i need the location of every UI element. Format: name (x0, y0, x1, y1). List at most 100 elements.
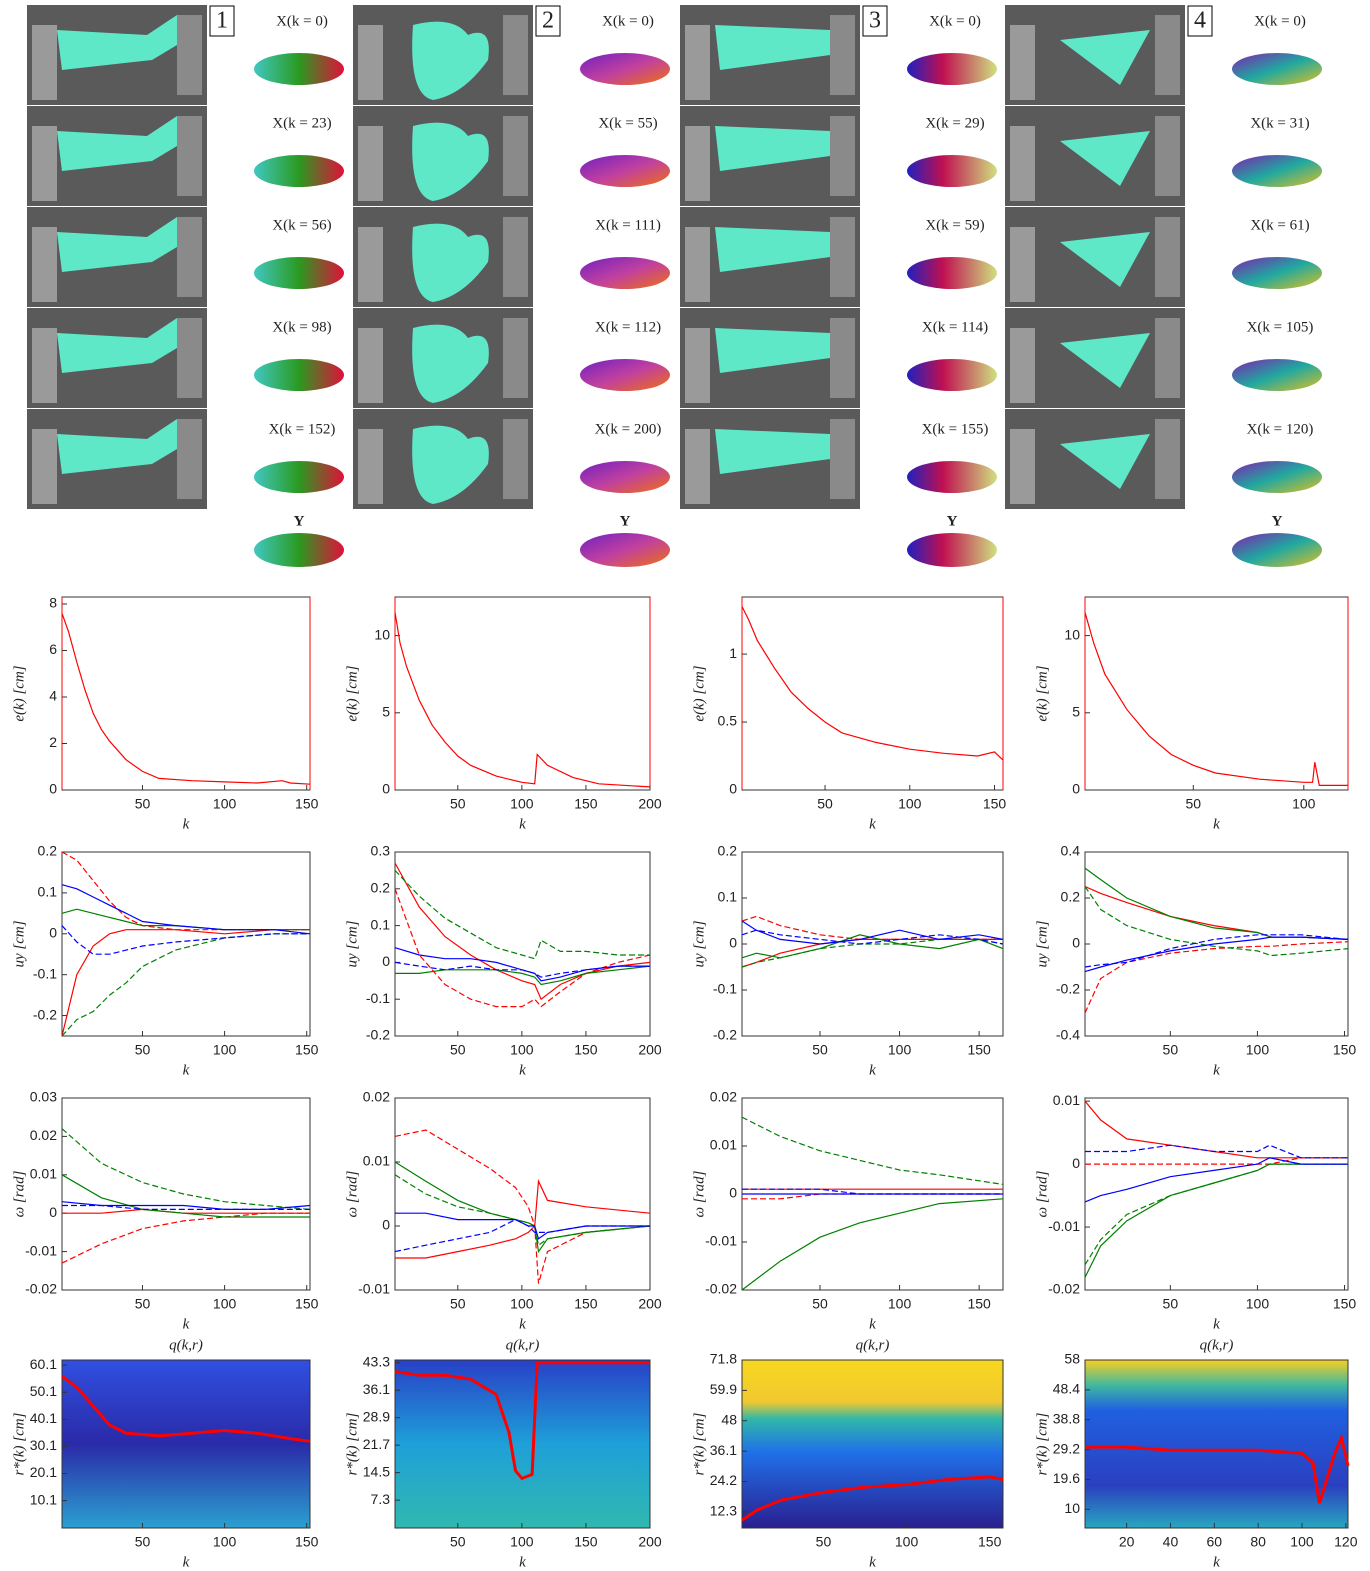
x-tick-label: 50 (1163, 1296, 1179, 1312)
cloth (57, 15, 177, 70)
shape-thumbnail (907, 461, 997, 493)
photo-detail (830, 217, 855, 297)
series-line (395, 965, 651, 986)
y-tick-label: 0 (382, 781, 390, 797)
x-tick-label: 100 (510, 796, 534, 812)
series-line (61, 613, 311, 785)
y-tick-label: 50.1 (30, 1383, 57, 1399)
series-line (61, 929, 310, 1037)
cloth (412, 223, 489, 302)
y-axis-label: uy [cm] (1034, 920, 1050, 967)
x-axis-label: k (183, 1316, 190, 1332)
photo-detail (685, 126, 710, 201)
y-tick-label: 19.6 (1053, 1470, 1080, 1486)
cloth (1060, 232, 1150, 287)
photo-detail (503, 15, 528, 95)
photo-detail (830, 15, 855, 95)
x-tick-label: 50 (450, 1534, 466, 1550)
x-tick-label: 50 (450, 1042, 466, 1058)
shape-thumbnail (907, 53, 997, 85)
x-tick-label: 50 (1163, 1042, 1179, 1058)
series-line (1085, 1144, 1348, 1159)
x-axis-label: k (519, 816, 526, 832)
shape-thumbnail (254, 53, 344, 85)
optimal-radius-line (1085, 1433, 1350, 1504)
y-tick-label: -0.02 (25, 1281, 57, 1297)
cloth (1060, 434, 1150, 489)
series-line (394, 862, 651, 1001)
x-tick-label: 20 (1119, 1534, 1135, 1550)
x-tick-label: 40 (1163, 1534, 1179, 1550)
photo-detail (1155, 15, 1180, 95)
y-tick-label: 1 (729, 645, 737, 661)
photo-detail (358, 227, 383, 302)
y-tick-label: -0.2 (1056, 981, 1080, 997)
y-tick-label: -0.01 (358, 1281, 390, 1297)
shape-thumbnail (580, 155, 670, 187)
shape-thumbnail (1232, 155, 1322, 187)
shape-thumbnail (580, 533, 670, 567)
x-tick-label: 100 (510, 1534, 534, 1550)
series-line (1084, 885, 1349, 940)
y-tick-label: 71.8 (710, 1351, 737, 1367)
frame-label: X(k = 152) (269, 421, 336, 437)
series-line (61, 851, 310, 931)
frame-label: X(k = 23) (272, 115, 331, 131)
series-line (741, 934, 1004, 959)
y-axis-label: uy [cm] (691, 920, 707, 967)
y-axis-label: r*(k) [cm] (344, 1412, 360, 1475)
y-tick-label: 0.02 (710, 1089, 737, 1105)
shape-thumbnail (254, 257, 344, 289)
y-axis-label: e(k) [cm] (11, 665, 27, 721)
x-axis-label: k (183, 1062, 190, 1078)
y-tick-label: 0.1 (38, 884, 58, 900)
x-axis-label: k (1213, 816, 1220, 832)
y-tick-label: 0.02 (363, 1089, 390, 1105)
x-tick-label: 200 (638, 796, 662, 812)
axes-box (394, 851, 651, 1037)
photo-detail (358, 25, 383, 100)
frame-label: X(k = 56) (272, 217, 331, 233)
number-box (862, 5, 888, 37)
series-line (61, 1128, 311, 1210)
cloth (1060, 30, 1150, 85)
photo-detail (358, 429, 383, 504)
y-tick-label: 40.1 (30, 1410, 57, 1426)
frame-label: X(k = 112) (595, 319, 661, 335)
y-axis-label: ω [rad] (11, 1170, 27, 1217)
series-line (741, 606, 1004, 761)
x-tick-label: 150 (295, 1042, 319, 1058)
frame-label: X(k = 155) (922, 421, 989, 437)
x-tick-label: 50 (1186, 796, 1202, 812)
y-tick-label: 36.1 (710, 1442, 737, 1458)
x-axis-label: k (519, 1062, 526, 1078)
y-tick-label: -0.01 (1048, 1218, 1080, 1234)
cloth (412, 21, 489, 101)
x-axis-label: k (869, 1062, 876, 1078)
y-tick-label: 0.03 (30, 1089, 57, 1105)
series-line (741, 920, 1004, 945)
y-tick-label: 0.2 (38, 843, 58, 859)
photo-detail (177, 419, 202, 499)
frame-label: X(k = 114) (922, 319, 988, 335)
x-tick-label: 200 (638, 1534, 662, 1550)
x-tick-label: 100 (1246, 1296, 1270, 1312)
x-axis-label: k (869, 1316, 876, 1332)
y-tick-label: 58 (1064, 1351, 1080, 1367)
series-line (742, 1188, 1003, 1195)
axes-box (1084, 1359, 1349, 1529)
photo-detail (830, 419, 855, 499)
y-tick-label: 0.2 (371, 880, 391, 896)
photo-detail (177, 217, 202, 297)
y-tick-label: -0.02 (705, 1281, 737, 1297)
y-tick-label: 0.02 (30, 1127, 57, 1143)
y-tick-label: -0.4 (1056, 1027, 1080, 1043)
y-tick-label: 0.01 (363, 1153, 390, 1169)
y-tick-label: -0.1 (366, 990, 390, 1006)
y-tick-label: -0.2 (366, 1027, 390, 1043)
y-tick-label: 0.01 (1053, 1092, 1080, 1108)
x-tick-label: 50 (817, 796, 833, 812)
photo-detail (503, 217, 528, 297)
shape-thumbnail (907, 155, 997, 187)
y-tick-label: 0 (49, 1204, 57, 1220)
